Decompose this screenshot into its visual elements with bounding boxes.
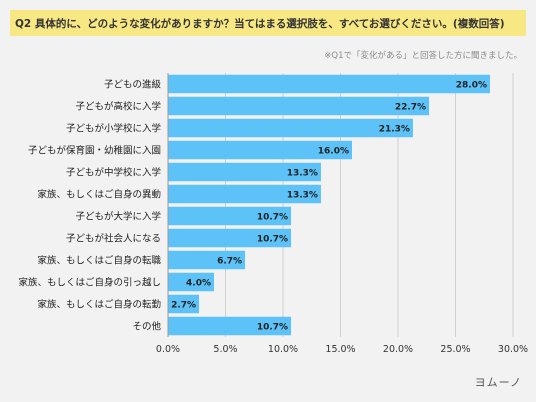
category-label: 子どもが高校に入学 [75,101,161,113]
bar [168,96,430,116]
category-label: 子どもが社会人になる [66,233,161,245]
brand-logo: ヨムーノ [474,376,522,389]
x-tick-label: 0.0% [156,344,180,355]
data-label: 6.7% [217,257,242,267]
x-tick-label: 10.0% [268,344,298,355]
bar [168,206,292,226]
bar [168,316,292,336]
bar [168,184,321,204]
data-label: 2.7% [171,301,196,311]
bar [168,250,246,270]
category-label: 子どもが小学校に入学 [66,123,161,135]
category-label: 子どもが大学に入学 [75,211,161,223]
chart-note: ※Q1で「変化がある」と回答した方に聞きました。 [324,51,522,61]
category-label: その他 [132,321,161,333]
data-label: 28.0% [456,81,487,91]
data-label: 16.0% [318,147,349,157]
x-tick-label: 25.0% [440,344,470,355]
bar [168,118,413,138]
data-label: 13.3% [287,169,318,179]
category-label: 家族、もしくはご自身の異動 [37,189,161,201]
bar [168,162,321,182]
bar [168,272,214,292]
data-label: 10.7% [257,213,288,223]
data-label: 10.7% [257,323,288,333]
bar [168,74,490,94]
category-label: 家族、もしくはご自身の転職 [37,255,161,267]
data-label: 22.7% [395,103,426,113]
category-label: 子どもが保育園・幼稚園に入園 [28,145,161,157]
x-tick-label: 20.0% [383,344,413,355]
data-label: 13.3% [287,191,318,201]
x-tick-label: 5.0% [213,344,237,355]
data-label: 10.7% [257,235,288,245]
x-tick-label: 30.0% [498,344,528,355]
category-label: 家族、もしくはご自身の引っ越し [18,277,161,289]
x-tick-label: 15.0% [325,344,355,355]
bar [168,294,200,314]
category-label: 子どもの進級 [104,79,162,91]
bar [168,228,292,248]
data-label: 21.3% [379,125,410,135]
data-label: 4.0% [186,279,211,289]
chart-title: Q2 具体的に、どのような変化がありますか？当てはまる選択肢を、すべてお選びくだ… [10,10,526,36]
category-label: 子どもが中学校に入学 [66,167,161,179]
category-label: 家族、もしくはご自身の転勤 [37,299,161,311]
bar [168,140,352,160]
